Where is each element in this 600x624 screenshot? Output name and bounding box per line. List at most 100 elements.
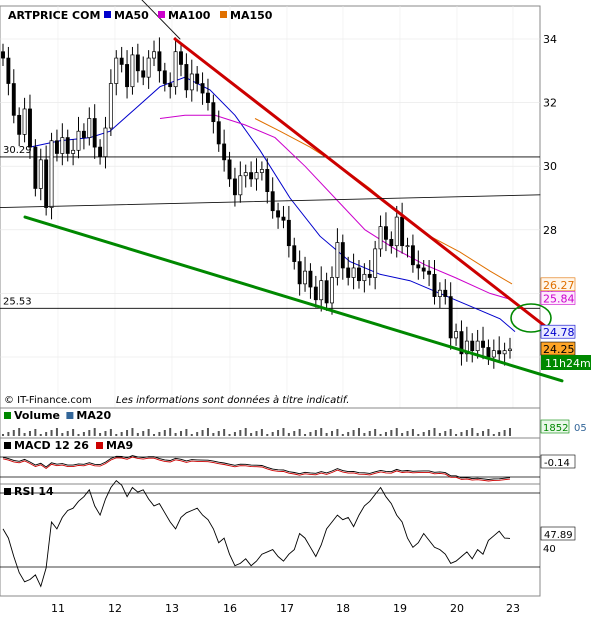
candle [297,261,302,285]
candle [232,178,237,196]
legend-swatch [96,442,103,449]
price-label-box [540,277,576,292]
volume-bar [298,429,301,436]
volume-bars [2,428,511,436]
volume-bar [482,431,485,436]
volume-bar [179,431,182,436]
volume-bar [239,430,242,436]
price-pane-frame [0,5,541,409]
candle [238,175,243,196]
rsi-level-label: 40 [543,544,556,555]
price-label: 24.25 [543,343,575,356]
candle [508,348,512,351]
y-tick-label: 34 [543,33,557,46]
candle [92,118,97,148]
time-badge-box [541,355,591,370]
volume-bar [260,429,263,436]
volume-bar [185,429,188,436]
volume-bar [509,428,511,436]
legend-label: MA100 [168,9,211,22]
volume-bar [320,428,323,436]
y-tick-label: 28 [543,224,557,237]
macd-value: -0.14 [544,458,570,469]
candle [195,73,200,84]
rsi-legend: RSI 14 [4,485,54,498]
chart-title: ARTPRICE COM [8,9,100,22]
candle [184,64,189,91]
volume-bar [277,430,280,436]
legend-swatch [4,412,11,419]
candle [108,83,113,129]
volume-bar [223,429,226,436]
candle [179,51,183,65]
candle [448,296,453,339]
trendline [141,0,181,40]
candle [98,146,103,158]
legend-label: MACD 12 26 [14,439,89,452]
volume-bar [93,428,96,436]
volume-value-box [540,419,570,434]
trendline [23,215,564,383]
volume-bar [395,428,398,436]
candle [60,137,65,154]
volume-bar [217,431,220,436]
trendline [0,194,541,208]
candle [200,83,205,94]
candle [141,70,146,78]
candle [17,114,22,135]
candle [222,143,227,161]
x-tick-label: 23 [506,602,520,615]
legend-label: MA20 [76,409,111,422]
legend-label: RSI 14 [14,485,54,498]
candle [454,331,459,339]
volume-value: 1852 [543,423,568,434]
x-axis: 11 12 13 16 17 18 19 20 23 [51,602,520,615]
volume-bar [341,434,344,436]
volume-bar [374,429,377,436]
volume-bar [72,429,75,436]
candle [259,169,264,173]
volume-bar [250,433,253,436]
y-tick-label: 32 [543,97,557,110]
volume-bar [45,432,48,436]
volume-bar [465,430,468,436]
volume-bar [136,433,139,436]
volume-bar [147,429,150,436]
volume-bar [115,434,118,436]
price-label-box [540,324,576,339]
candle [497,350,502,355]
volume-bar [379,434,382,436]
candle [432,273,437,297]
candle [383,226,388,240]
x-tick-label: 11 [51,602,65,615]
candle [400,216,405,247]
candle [162,70,167,84]
rsi-line [2,479,511,588]
volume-bar [384,432,387,436]
volume-bar [406,431,409,436]
candle [340,242,345,269]
candle [378,226,383,250]
candle [416,264,421,269]
candle [1,51,5,59]
candle [81,130,86,138]
legend-swatch [4,488,11,495]
volume-bar [449,429,452,436]
x-tick-label: 18 [336,602,350,615]
candle [362,273,367,282]
candle [410,245,415,266]
volume-bar [411,429,414,436]
volume-bar [293,431,296,436]
volume-bar [77,434,80,436]
volume-bar [55,428,58,436]
volume-bar [12,430,15,436]
candle [276,210,281,218]
candle [211,102,216,123]
highlight-circle [510,303,552,333]
volume-bar [314,430,317,436]
volume-bar [282,428,285,436]
x-tick-label: 17 [280,602,294,615]
volume-bar [422,432,425,436]
candle [216,121,221,145]
candle [54,140,59,154]
